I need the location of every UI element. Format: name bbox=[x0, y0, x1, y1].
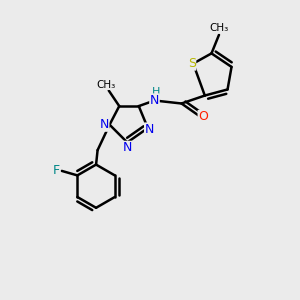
Text: CH₃: CH₃ bbox=[96, 80, 116, 89]
Text: N: N bbox=[100, 118, 109, 131]
Text: O: O bbox=[198, 110, 208, 124]
Text: CH₃: CH₃ bbox=[209, 23, 229, 33]
Text: S: S bbox=[188, 57, 196, 70]
Text: H: H bbox=[152, 87, 160, 97]
Text: N: N bbox=[123, 141, 132, 154]
Text: F: F bbox=[53, 164, 60, 177]
Text: N: N bbox=[150, 94, 159, 107]
Text: N: N bbox=[145, 123, 154, 136]
